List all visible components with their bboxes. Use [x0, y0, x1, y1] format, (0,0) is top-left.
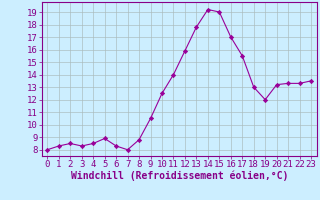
X-axis label: Windchill (Refroidissement éolien,°C): Windchill (Refroidissement éolien,°C): [70, 171, 288, 181]
